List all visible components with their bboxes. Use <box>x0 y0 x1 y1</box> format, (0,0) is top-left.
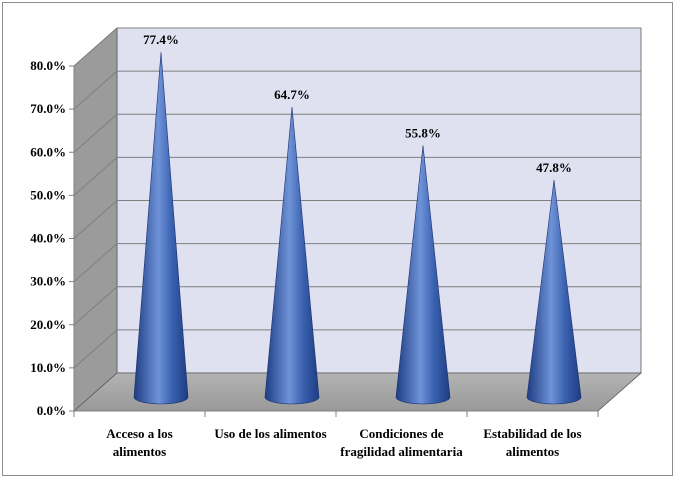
category-label: Estabilidad de los <box>483 426 581 441</box>
cone-bar <box>133 52 189 405</box>
cone-bar <box>264 106 320 405</box>
cone-body <box>526 179 582 405</box>
category-label: alimentos <box>113 444 166 459</box>
data-label: 55.8% <box>405 125 441 140</box>
y-tick-label: 50.0% <box>30 187 66 202</box>
gridline-side <box>73 157 118 196</box>
gridline-side <box>73 27 118 67</box>
category-label: alimentos <box>506 444 559 459</box>
gridline-side <box>73 113 118 153</box>
cone-bar <box>526 179 582 405</box>
gridline-side <box>73 286 118 326</box>
y-tick-label: 10.0% <box>30 360 66 375</box>
y-tick-label: 30.0% <box>30 274 66 289</box>
cone-body <box>133 52 189 405</box>
cone-bar <box>395 145 451 405</box>
gridline-side <box>73 200 118 239</box>
gridline-side <box>73 329 118 369</box>
y-tick-label: 70.0% <box>30 101 66 116</box>
y-tick-label: 20.0% <box>30 317 66 332</box>
gridline-side <box>73 243 118 282</box>
y-tick-label: 60.0% <box>30 144 66 159</box>
y-tick-label: 0.0% <box>37 403 66 418</box>
category-label: Acceso a los <box>106 426 172 441</box>
y-tick-label: 40.0% <box>30 231 66 246</box>
data-label: 77.4% <box>143 32 179 47</box>
y-tick-label: 80.0% <box>30 58 66 73</box>
gridline-side <box>73 70 118 110</box>
cone-body <box>395 145 451 405</box>
data-label: 47.8% <box>536 160 572 175</box>
data-label: 64.7% <box>274 87 310 102</box>
category-label: fragilidad alimentaria <box>340 444 463 459</box>
category-label: Uso de los alimentos <box>214 426 326 441</box>
cone-body <box>264 106 320 405</box>
category-label: Condiciones de <box>359 426 443 441</box>
